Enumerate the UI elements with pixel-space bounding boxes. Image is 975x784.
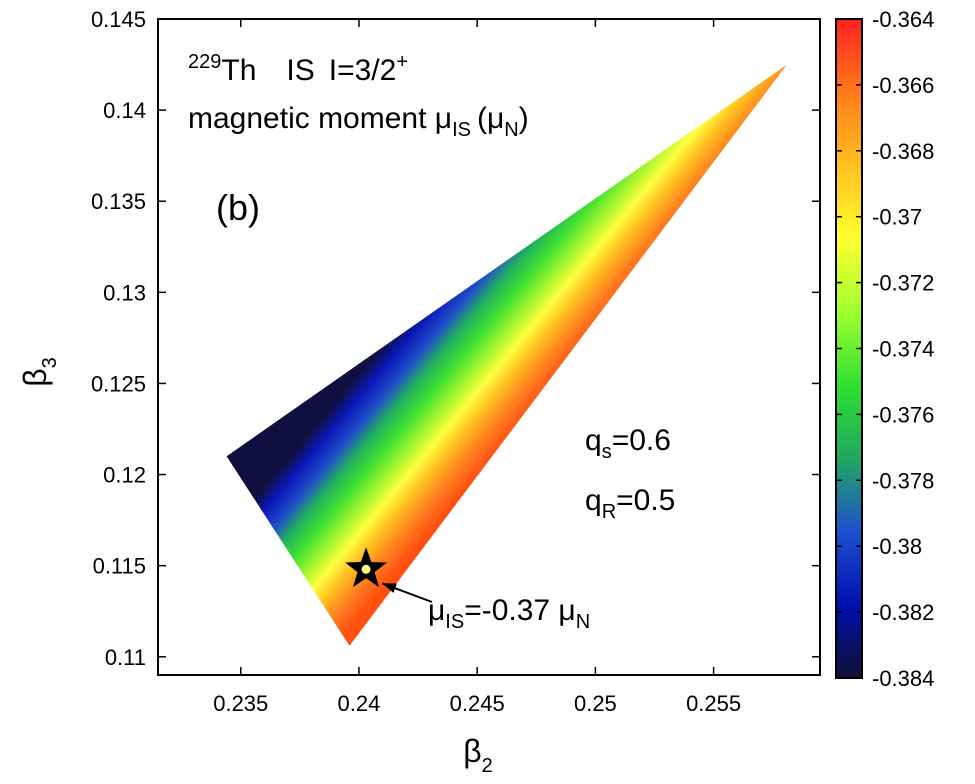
colorbar-tick-label: -0.384 — [872, 666, 934, 691]
colorbar-tick-label: -0.38 — [872, 534, 922, 559]
y-tick-label: 0.145 — [91, 7, 146, 32]
y-axis-ticks: 0.11 0.115 0.12 0.125 0.13 0.135 0.14 0.145 — [91, 7, 820, 670]
marker-group — [345, 547, 433, 603]
star-center — [360, 563, 372, 575]
y-axis-label: β3 — [17, 357, 61, 387]
colorbar-tick-label: -0.376 — [872, 402, 934, 427]
plot-area — [226, 64, 787, 646]
chart-title-line1: 229Th IS I=3/2+ — [188, 51, 408, 87]
colorbar-tick-label: -0.368 — [872, 139, 934, 164]
x-axis-ticks: 0.235 0.24 0.245 0.25 0.255 — [213, 19, 741, 716]
colorbar-tick-label: -0.364 — [872, 7, 934, 32]
x-tick-label: 0.25 — [574, 691, 617, 716]
colorbar-tick-label: -0.378 — [872, 468, 934, 493]
colorbar-tick-label: -0.37 — [872, 205, 922, 230]
y-tick-label: 0.125 — [91, 371, 146, 396]
y-tick-label: 0.11 — [105, 645, 146, 670]
param-qs: qs=0.6 — [585, 424, 671, 463]
colorbar-tick-label: -0.366 — [872, 73, 934, 98]
axes-frame — [157, 18, 821, 676]
x-tick-label: 0.235 — [213, 691, 268, 716]
y-tick-label: 0.14 — [103, 98, 146, 123]
marker-arrowhead — [382, 583, 397, 593]
heatmap-region — [226, 64, 787, 646]
panel-label: (b) — [216, 187, 260, 228]
x-tick-label: 0.245 — [450, 691, 505, 716]
y-tick-label: 0.135 — [91, 189, 146, 214]
colorbar: -0.364 -0.366 -0.368 -0.37 -0.372 -0.374 -0.37… — [835, 7, 934, 691]
y-tick-label: 0.13 — [103, 280, 146, 305]
y-tick-label: 0.12 — [103, 463, 146, 488]
marker-label: μIS=-0.37 μN — [428, 594, 590, 633]
colorbar-ticks: -0.364 -0.366 -0.368 -0.37 -0.372 -0.374 -0.37… — [836, 7, 934, 691]
x-tick-label: 0.24 — [338, 691, 381, 716]
chart-title-line2: magnetic moment μIS (μN) — [188, 102, 529, 141]
x-tick-label: 0.255 — [686, 691, 741, 716]
colorbar-tick-label: -0.374 — [872, 337, 934, 362]
x-axis-label: β2 — [463, 733, 493, 777]
y-tick-label: 0.115 — [93, 554, 146, 579]
colorbar-tick-label: -0.372 — [872, 271, 934, 296]
param-qr: qR=0.5 — [585, 484, 675, 523]
colorbar-tick-label: -0.382 — [872, 600, 934, 625]
